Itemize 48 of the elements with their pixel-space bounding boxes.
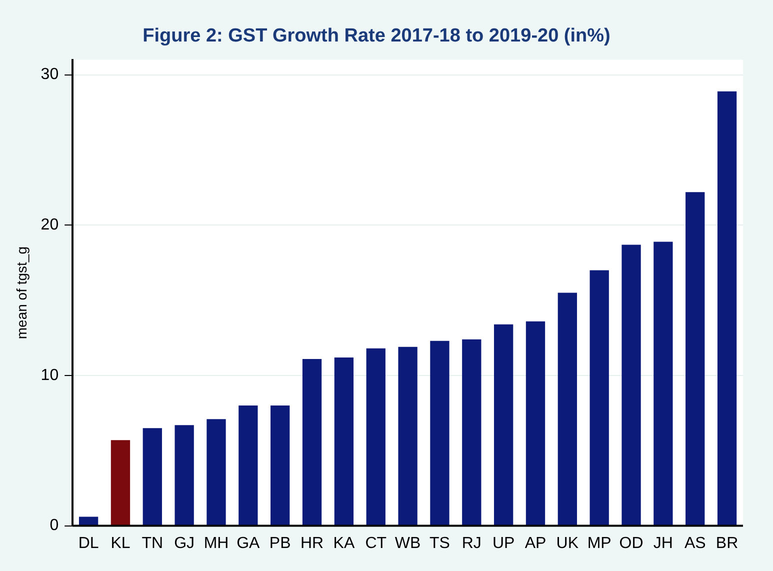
x-tick-label: RJ	[462, 534, 482, 552]
y-tick-label: 20	[40, 216, 59, 234]
bar	[686, 192, 705, 526]
chart-title: Figure 2: GST Growth Rate 2017-18 to 2019-20 (in%)	[142, 26, 610, 47]
x-tick-label: BR	[716, 534, 738, 552]
bar	[334, 357, 354, 526]
bar	[590, 270, 609, 526]
x-tick-label: WB	[394, 534, 421, 552]
bar	[110, 440, 130, 526]
y-tick-label: 30	[40, 66, 59, 84]
x-tick-label: PB	[269, 534, 291, 552]
x-tick-label: TS	[429, 534, 450, 552]
x-tick-label: HR	[300, 534, 324, 552]
x-tick-label: AS	[684, 534, 706, 552]
bar	[462, 339, 482, 526]
x-tick-label: CT	[365, 534, 387, 552]
bar	[558, 292, 577, 526]
bar	[526, 321, 546, 526]
x-tick-label: GA	[236, 534, 260, 552]
bar	[174, 425, 194, 526]
x-tick-label: UP	[492, 534, 515, 552]
bar	[206, 419, 226, 526]
bar	[270, 406, 290, 526]
x-tick-label: KL	[110, 534, 130, 552]
y-tick-label: 0	[50, 517, 59, 534]
x-tick-label: MP	[587, 534, 612, 552]
x-tick-label: AP	[524, 534, 546, 552]
bar	[622, 244, 641, 526]
bar	[717, 91, 737, 526]
x-tick-label: OD	[619, 534, 644, 552]
x-tick-label: MH	[204, 534, 229, 552]
x-tick-label: JH	[653, 534, 673, 552]
bar	[494, 324, 514, 526]
bar	[430, 340, 450, 526]
x-tick-label: GJ	[174, 534, 195, 552]
bar	[366, 348, 386, 526]
y-axis-title: mean of tgst_g	[13, 246, 30, 340]
x-tick-label: KA	[333, 534, 355, 552]
bar	[238, 406, 258, 526]
bar	[654, 242, 673, 526]
bar	[398, 346, 418, 526]
bar	[78, 516, 98, 526]
x-tick-label: UK	[556, 534, 579, 552]
x-tick-label: DL	[78, 534, 99, 552]
bar	[302, 358, 322, 526]
x-tick-label: TN	[142, 534, 164, 552]
bar	[142, 428, 162, 526]
y-tick-label: 10	[40, 366, 59, 384]
